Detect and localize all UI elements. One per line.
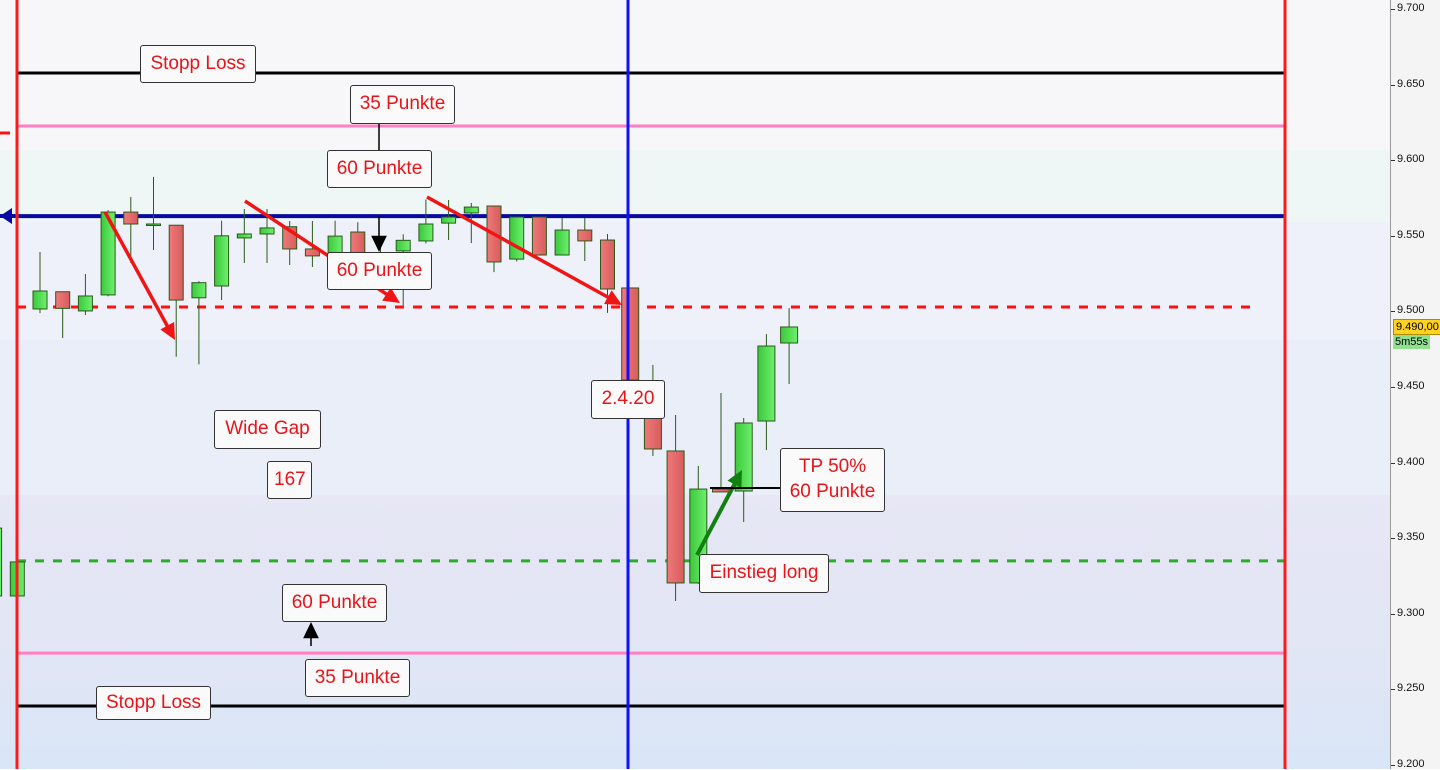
current-price-badge: 9.490,00 [1393, 318, 1440, 335]
label-60-punkte-top[interactable]: 60 Punkte [327, 150, 432, 188]
axis-tick-mark [1391, 462, 1395, 464]
axis-tick-mark [1391, 311, 1395, 313]
label-35-punkte-top[interactable]: 35 Punkte [350, 85, 455, 124]
candle-up [395, 239, 411, 252]
candle-up [780, 326, 799, 344]
label-wide-gap[interactable]: Wide Gap [214, 410, 321, 449]
candle-up [463, 206, 479, 214]
axis-tick-mark [1391, 84, 1395, 86]
arrow-to-60-punkte-bottom-head-icon [303, 622, 319, 639]
green-entry-arrow-head-icon [727, 470, 742, 488]
axis-tick-label: 9.550 [1397, 228, 1425, 241]
candle-up [191, 282, 207, 299]
axis-tick-label: 9.650 [1397, 77, 1425, 90]
candle-down [123, 211, 139, 225]
red-arrow-1-head-icon [160, 322, 175, 340]
candle-down [55, 291, 71, 309]
label-take-profit-line1: TP 50% [798, 456, 867, 477]
axis-tick-label: 9.500 [1397, 304, 1425, 317]
axis-tick-mark [1391, 538, 1395, 540]
axis-tick-mark [1391, 613, 1395, 615]
chart-plot-area[interactable] [0, 0, 1390, 769]
label-35-punkte-bottom[interactable]: 35 Punkte [305, 659, 410, 697]
axis-tick-mark [1391, 160, 1395, 162]
label-date[interactable]: 2.4.20 [591, 380, 665, 419]
candle-down [600, 239, 615, 290]
red-arrow-3 [426, 195, 615, 302]
candle-up [327, 235, 343, 254]
red-arrow-3-head-icon [604, 290, 622, 305]
axis-tick-label: 9.350 [1397, 531, 1425, 544]
candle-up [441, 216, 457, 224]
red-arrow-1 [103, 211, 172, 333]
blue-level-arrow-icon [0, 208, 12, 224]
axis-tick-label: 9.250 [1397, 682, 1425, 695]
candle-down [577, 229, 593, 242]
candle-down [168, 224, 184, 301]
candle-up [554, 229, 570, 256]
label-entry-long[interactable]: Einstieg long [699, 554, 829, 593]
axis-tick-mark [1391, 689, 1395, 691]
green-entry-arrow [695, 477, 740, 556]
candle-up [214, 235, 230, 287]
candle-down [621, 287, 640, 381]
axis-tick-mark [1391, 9, 1395, 10]
axis-tick-mark [1391, 387, 1395, 388]
label-take-profit-line2: 60 Punkte [789, 481, 876, 502]
label-gap-size[interactable]: 167 [267, 461, 312, 499]
candle-up [100, 211, 116, 296]
axis-tick-label: 9.400 [1397, 455, 1425, 468]
label-60-punkte-mid[interactable]: 60 Punkte [327, 252, 432, 290]
axis-tick-label: 9.450 [1397, 380, 1425, 392]
candle-down [666, 450, 685, 584]
candle-up [0, 527, 3, 597]
candle-up [236, 233, 252, 239]
candle-countdown-badge: 5m55s [1393, 334, 1431, 349]
candlestick-chart[interactable] [0, 0, 1390, 769]
candle-up [509, 216, 525, 260]
axis-tick-label: 9.700 [1397, 2, 1425, 14]
arrow-to-60-punkte-mid-head-icon [371, 235, 387, 252]
axis-tick-label: 9.300 [1397, 606, 1425, 619]
axis-tick-label: 9.600 [1397, 153, 1425, 166]
candle-up [757, 345, 776, 422]
label-stop-loss-top[interactable]: Stopp Loss [140, 45, 256, 83]
label-stop-loss-bottom[interactable]: Stopp Loss [96, 686, 211, 720]
label-take-profit[interactable]: TP 50% 60 Punkte [780, 448, 885, 512]
candle-down [304, 248, 320, 257]
candle-down [712, 488, 730, 493]
candle-down [531, 216, 547, 256]
label-60-punkte-bottom[interactable]: 60 Punkte [282, 584, 387, 622]
red-arrow-2-head-icon [382, 287, 400, 303]
candle-down [350, 231, 366, 254]
axis-tick-label: 9.200 [1397, 758, 1425, 770]
candle-up [418, 223, 434, 242]
candle-up [259, 227, 275, 235]
candle-up [77, 295, 93, 312]
candle-up [146, 223, 161, 227]
price-axis[interactable]: 9.700 9.650 9.600 9.550 9.500 9.450 9.400 9.350… [1390, 0, 1440, 770]
candle-up [32, 290, 48, 310]
axis-tick-mark [1391, 235, 1395, 237]
axis-tick-mark [1391, 765, 1395, 766]
